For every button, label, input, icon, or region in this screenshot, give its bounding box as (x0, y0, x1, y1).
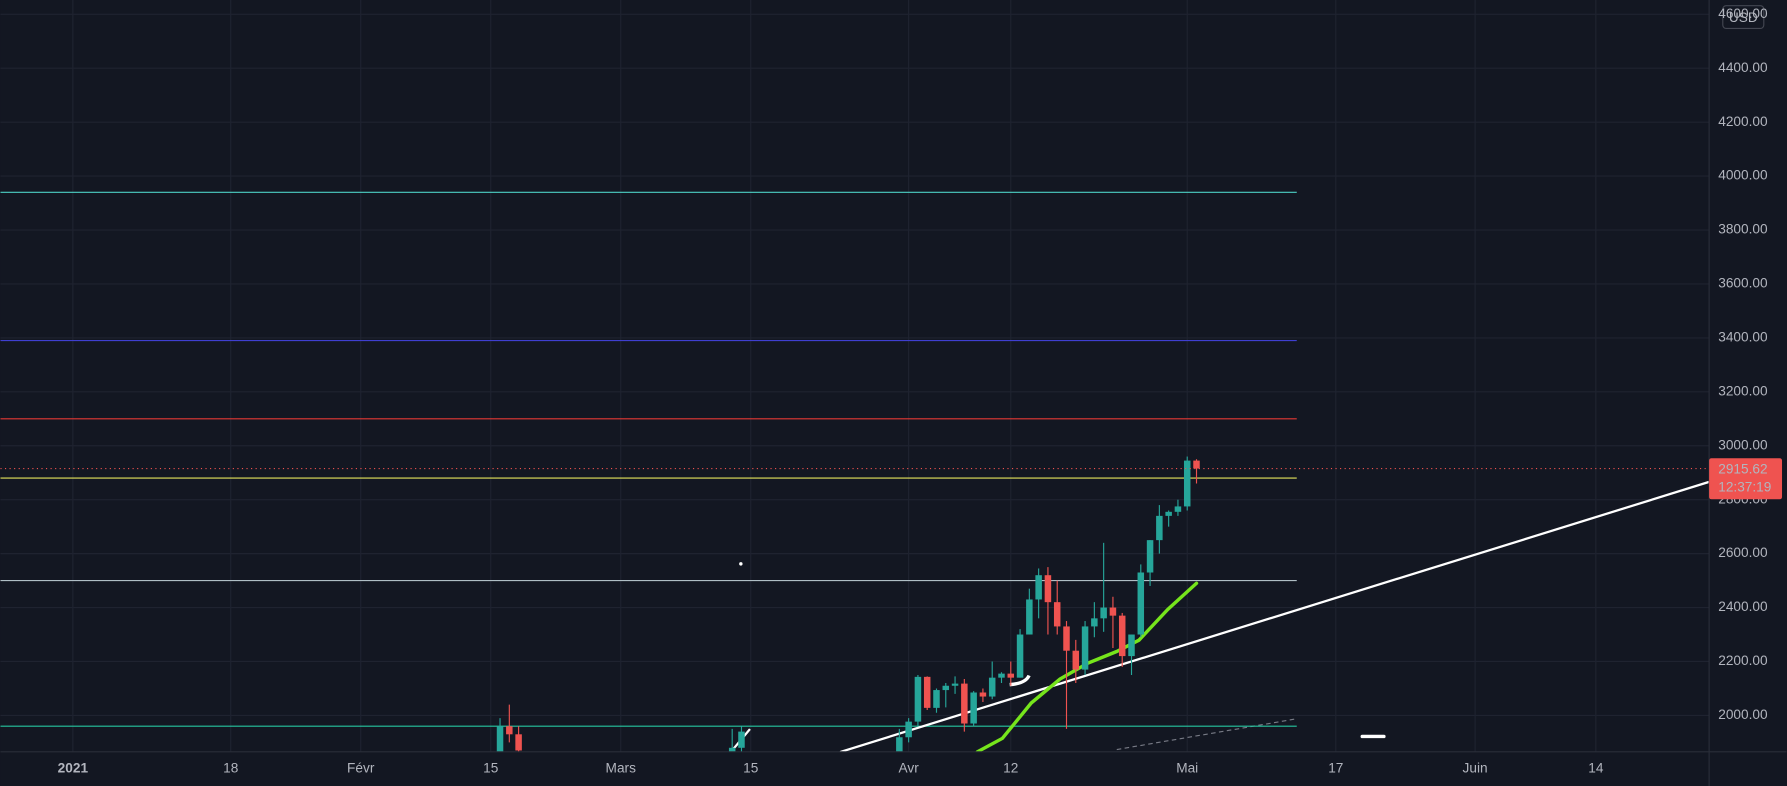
x-tick-label: 2021 (58, 761, 89, 776)
currency: USD (1729, 10, 1758, 25)
candle-body (1044, 575, 1052, 603)
x-tick-label: 14 (1588, 761, 1604, 776)
drawing-dash (1360, 734, 1386, 739)
candle-body (1193, 460, 1200, 469)
candle-body (515, 734, 522, 751)
candle-body (1091, 618, 1098, 627)
trend-line (839, 480, 1710, 752)
x-tick-label: Avr (899, 761, 920, 776)
y-tick-label: 3800.00 (1718, 222, 1768, 237)
candle-body (1109, 607, 1117, 616)
y-tick-label: 2200.00 (1718, 653, 1768, 668)
candle-body (1016, 634, 1024, 678)
candle-body (970, 692, 977, 724)
candle-body (1053, 602, 1061, 627)
candle-body (914, 676, 922, 722)
candle-body (942, 685, 950, 691)
x-tick-label: 15 (483, 761, 499, 776)
countdown-label: 12:37:19 (1718, 479, 1771, 494)
candle-body (1165, 511, 1172, 516)
candle-body (961, 683, 968, 724)
candle-body (951, 683, 959, 686)
candle-body (728, 747, 736, 752)
y-tick-label: 2600.00 (1718, 545, 1768, 560)
y-tick-label: 4600.00 (1718, 6, 1768, 21)
candle-body (1081, 626, 1089, 670)
candle-body (1183, 460, 1191, 507)
y-tick-label: 3000.00 (1718, 437, 1768, 452)
candle-body (1128, 634, 1135, 657)
y-tick-label: 4000.00 (1718, 168, 1768, 183)
last-price-label: 2915.62 (1718, 461, 1767, 476)
candle-body (998, 673, 1005, 678)
candle-body (905, 721, 912, 738)
drawing-dot (739, 562, 743, 566)
drawing-curve (1009, 674, 1031, 687)
candle-body (496, 726, 504, 752)
y-tick-label: 2400.00 (1718, 599, 1768, 614)
candle-body (1026, 599, 1033, 635)
x-tick-label: 12 (1003, 761, 1018, 776)
candle-body (1156, 515, 1163, 541)
labels: USD 2000.002200.002400.002600.002800.003… (58, 5, 1783, 776)
x-tick-label: Mai (1176, 761, 1198, 776)
candle-body (979, 692, 987, 697)
x-tick-label: Mars (606, 761, 637, 776)
candle-body (1118, 615, 1126, 657)
candle-body (1063, 626, 1070, 651)
plot-area (0, 191, 1710, 752)
x-tick-label: Juin (1463, 761, 1488, 776)
x-tick-label: 15 (743, 761, 759, 776)
candle-body (933, 690, 940, 708)
candle-body (1174, 506, 1182, 512)
y-tick-label: 3600.00 (1718, 276, 1768, 291)
candle-body (1100, 607, 1107, 619)
candle-body (1146, 540, 1154, 573)
y-tick-label: 3200.00 (1718, 383, 1768, 398)
y-tick-label: 2000.00 (1718, 707, 1768, 722)
candle-body (506, 726, 513, 735)
drawing-dashed-line (1116, 718, 1297, 751)
grid (0, 0, 1710, 752)
x-tick-label: Févr (347, 761, 375, 776)
candle-body (1072, 650, 1080, 670)
candle-body (896, 737, 903, 752)
candle-body (923, 676, 931, 708)
candle-body (988, 677, 996, 697)
candle-body (738, 731, 745, 748)
currency-badge (1722, 5, 1765, 30)
price-badge (1709, 458, 1783, 500)
candle-body (1007, 673, 1015, 678)
y-tick-label: 4400.00 (1718, 60, 1768, 75)
y-tick-label: 3400.00 (1718, 329, 1768, 344)
x-tick-label: 17 (1328, 761, 1343, 776)
candle-body (1035, 575, 1042, 600)
x-tick-label: 18 (223, 761, 238, 776)
candle-body (1137, 572, 1145, 635)
y-tick-label: 4200.00 (1718, 114, 1768, 129)
